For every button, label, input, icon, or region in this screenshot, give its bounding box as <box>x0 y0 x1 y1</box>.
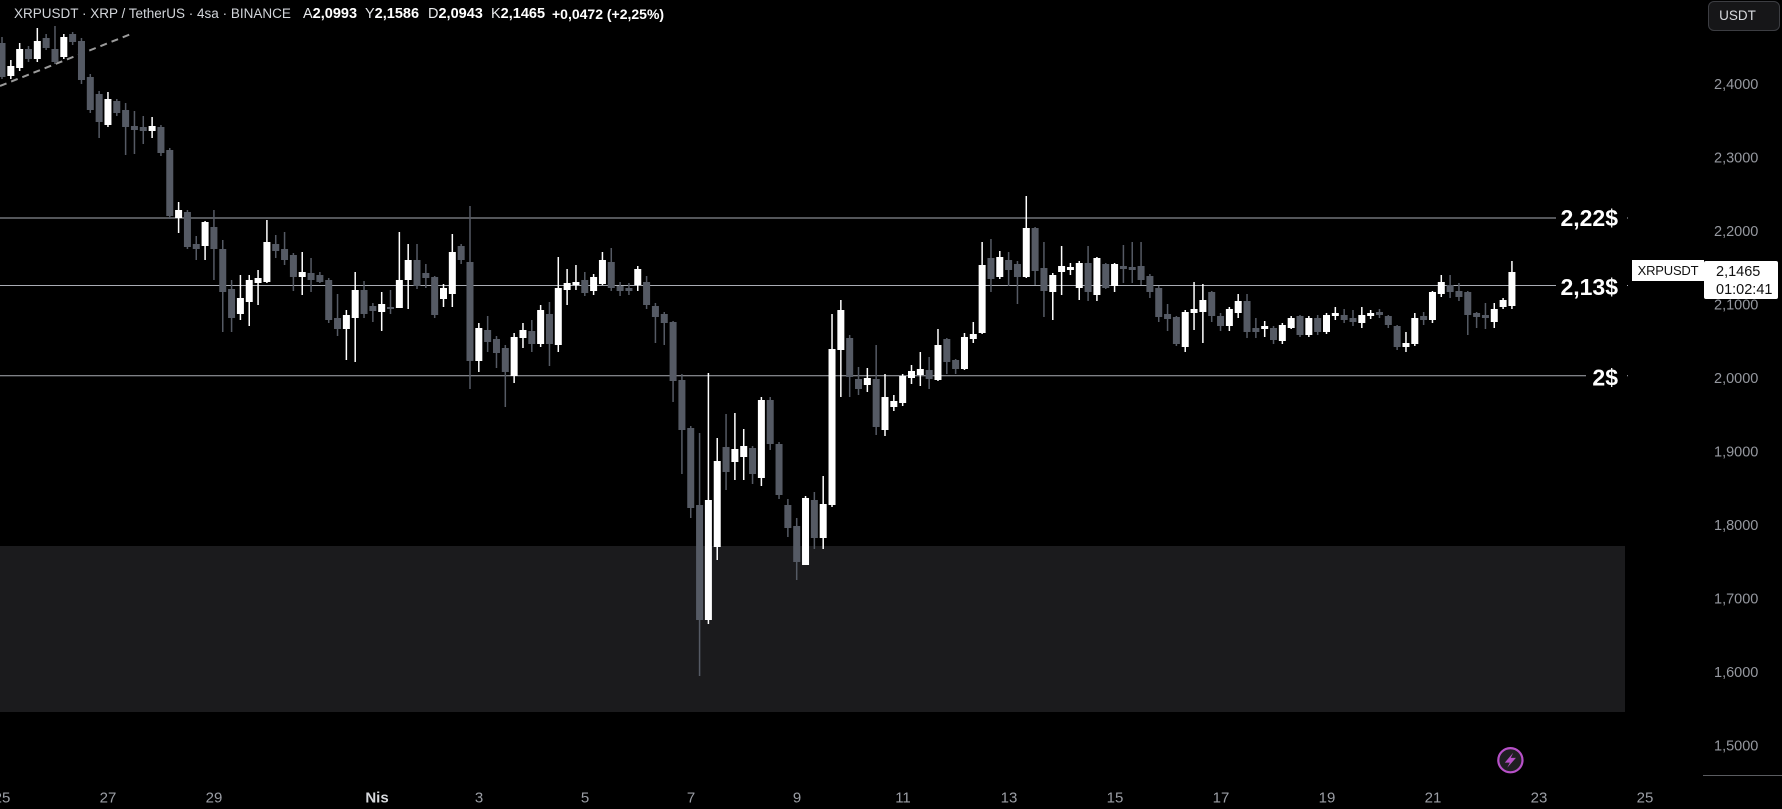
svg-text:2,1000: 2,1000 <box>1714 298 1758 314</box>
svg-text:15: 15 <box>1107 790 1124 807</box>
svg-text:29: 29 <box>206 790 223 807</box>
svg-text:11: 11 <box>895 790 911 807</box>
svg-text:13: 13 <box>1001 790 1018 807</box>
svg-text:25: 25 <box>0 790 10 807</box>
svg-text:2,13$: 2,13$ <box>1560 274 1618 300</box>
svg-text:2,0000: 2,0000 <box>1714 371 1758 387</box>
svg-text:2,4000: 2,4000 <box>1714 77 1758 93</box>
svg-text:9: 9 <box>793 790 801 807</box>
svg-text:1,5000: 1,5000 <box>1714 739 1758 755</box>
svg-text:21: 21 <box>1425 790 1442 807</box>
svg-text:1,6000: 1,6000 <box>1714 665 1758 681</box>
svg-text:1,8000: 1,8000 <box>1714 518 1758 534</box>
svg-text:2,3000: 2,3000 <box>1714 151 1758 167</box>
svg-text:23: 23 <box>1531 790 1548 807</box>
svg-text:Nis: Nis <box>365 790 388 807</box>
svg-text:1,7000: 1,7000 <box>1714 592 1758 608</box>
svg-text:2,22$: 2,22$ <box>1560 205 1618 231</box>
svg-text:1,9000: 1,9000 <box>1714 445 1758 461</box>
svg-text:7: 7 <box>687 790 695 807</box>
svg-text:3: 3 <box>475 790 483 807</box>
svg-text:19: 19 <box>1319 790 1336 807</box>
svg-text:27: 27 <box>100 790 117 807</box>
svg-text:2,2000: 2,2000 <box>1714 224 1758 240</box>
svg-text:5: 5 <box>581 790 589 807</box>
svg-text:25: 25 <box>1637 790 1654 807</box>
svg-text:2$: 2$ <box>1592 365 1618 391</box>
svg-text:17: 17 <box>1213 790 1230 807</box>
